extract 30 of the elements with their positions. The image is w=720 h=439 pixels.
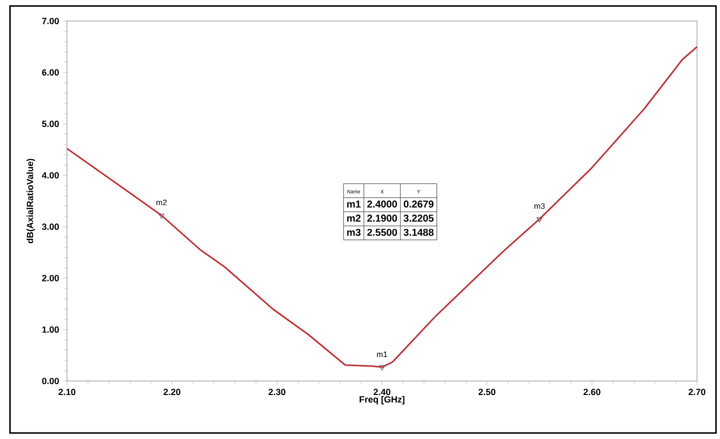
point (536, 217, 542, 222)
x-tick-label: 2.20 (164, 388, 180, 396)
y-tick-label: 5.00 (42, 120, 59, 128)
y-tick-label: 6.00 (42, 69, 59, 76)
line-series (66, 46, 698, 368)
annotation: m3 (347, 228, 361, 236)
y-tick-label: 1.00 (42, 326, 59, 333)
y-tick-label: 7.00 (42, 18, 59, 24)
y-tick-label: 3.00 (42, 224, 59, 230)
x-tick-label: 2.10 (58, 388, 76, 396)
x-tick-label: 2.70 (688, 388, 706, 396)
x-tick-label: 2.40 (374, 388, 390, 396)
x-tick-label: 2.60 (584, 388, 600, 396)
point (158, 214, 164, 219)
annotation: 0.2679 (404, 200, 434, 208)
y-tick-label: 4.00 (42, 172, 59, 178)
annotation: 2.5500 (367, 228, 397, 236)
annotation: m1 (347, 200, 361, 208)
x-tick-label: 2.30 (268, 388, 286, 396)
y-axis-title: dB(AxialRatioValue) (26, 158, 35, 244)
x-axis-title: Freq [GHz] (360, 396, 404, 404)
annotation: 3.2205 (404, 214, 434, 222)
y-tick-label: 2.00 (42, 274, 59, 282)
annotation: 3.1488 (404, 228, 434, 236)
y-tick-label: 0.00 (42, 378, 59, 384)
annotation: 2.1900 (367, 214, 397, 222)
point (379, 365, 385, 371)
annotation: 2.4000 (367, 200, 397, 208)
x-tick-label: 2.50 (478, 388, 496, 396)
annotation: m2 (347, 214, 361, 222)
